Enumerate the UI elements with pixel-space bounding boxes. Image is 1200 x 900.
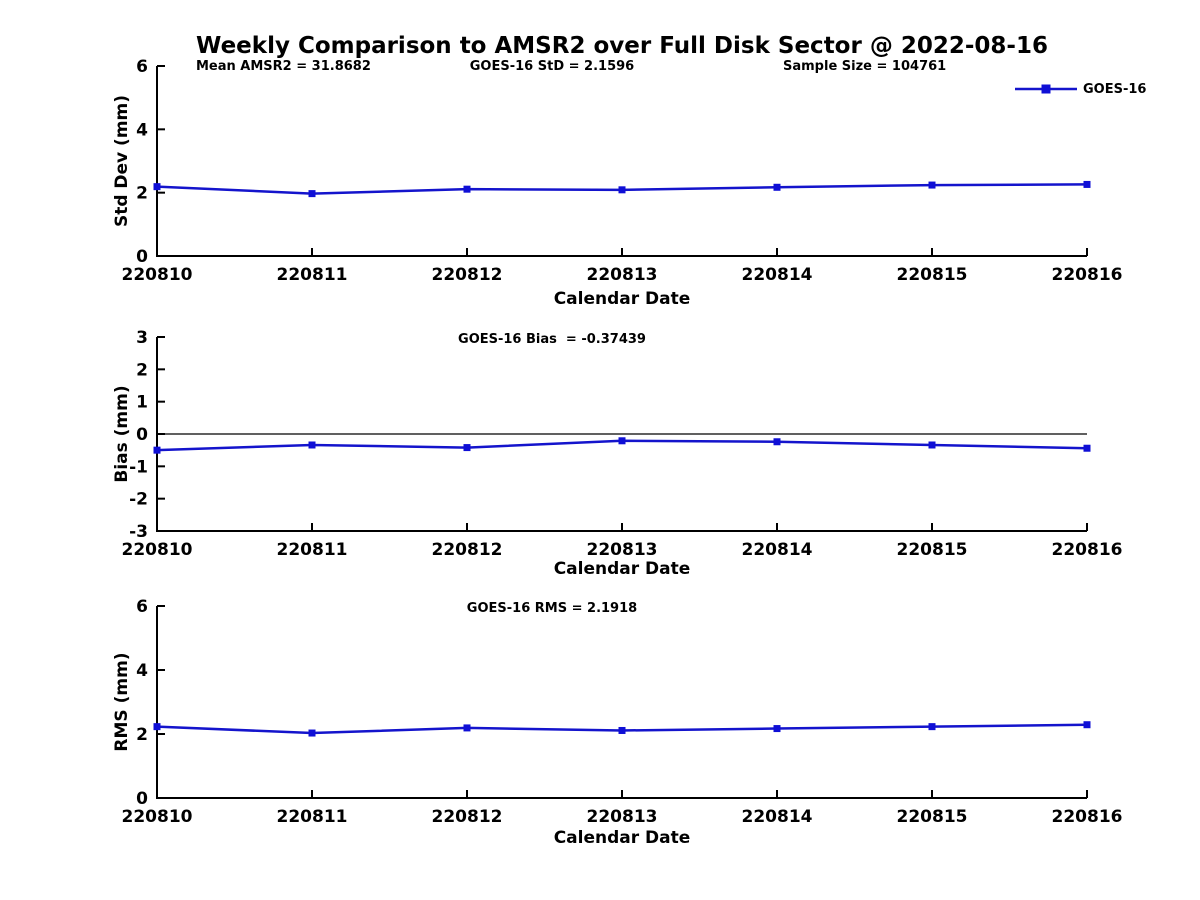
y-tick-label: -3 bbox=[129, 522, 148, 542]
x-tick-label: 220811 bbox=[277, 807, 348, 827]
x-tick-label: 220816 bbox=[1052, 265, 1123, 285]
data-point-marker bbox=[308, 729, 316, 737]
annotation-goes-std: GOES-16 StD = 2.1596 bbox=[469, 59, 635, 74]
data-point-marker bbox=[773, 183, 781, 191]
data-point-marker bbox=[618, 437, 626, 445]
y-tick-label: 0 bbox=[136, 789, 148, 809]
data-point-marker bbox=[1083, 721, 1091, 729]
annotation-sample-size: Sample Size = 104761 bbox=[783, 59, 947, 74]
legend-label: GOES-16 bbox=[1083, 82, 1147, 97]
legend-marker bbox=[1041, 84, 1051, 94]
x-tick-label: 220816 bbox=[1052, 807, 1123, 827]
y-axis-label-rms: RMS (mm) bbox=[112, 652, 132, 752]
data-point-marker bbox=[153, 723, 161, 731]
data-point-marker bbox=[618, 186, 626, 194]
data-point-marker bbox=[153, 446, 161, 454]
x-axis-label-bias: Calendar Date bbox=[553, 559, 691, 579]
y-tick-label: 0 bbox=[136, 247, 148, 267]
y-tick-label: 2 bbox=[136, 360, 148, 380]
y-tick-label: 3 bbox=[136, 328, 148, 348]
annotation-goes-rms: GOES-16 RMS = 2.1918 bbox=[466, 601, 638, 616]
y-tick-label: 2 bbox=[136, 184, 148, 204]
x-tick-label: 220815 bbox=[897, 540, 968, 560]
x-tick-label: 220813 bbox=[587, 807, 658, 827]
x-axis-label-stddev: Calendar Date bbox=[553, 289, 691, 309]
y-tick-label: 4 bbox=[136, 120, 148, 140]
chart-title: Weekly Comparison to AMSR2 over Full Dis… bbox=[196, 33, 1048, 59]
x-tick-label: 220814 bbox=[742, 807, 813, 827]
y-axis-label-stddev: Std Dev (mm) bbox=[112, 94, 132, 228]
data-point-marker bbox=[463, 185, 471, 193]
data-point-marker bbox=[308, 441, 316, 449]
y-tick-label: 6 bbox=[136, 57, 148, 77]
data-point-marker bbox=[308, 190, 316, 198]
y-tick-label: 4 bbox=[136, 661, 148, 681]
annotation-mean-amsr2: Mean AMSR2 = 31.8682 bbox=[196, 59, 371, 74]
data-point-marker bbox=[928, 441, 936, 449]
x-tick-label: 220812 bbox=[432, 807, 503, 827]
data-point-marker bbox=[618, 726, 626, 734]
data-point-marker bbox=[463, 724, 471, 732]
data-point-marker bbox=[773, 725, 781, 733]
data-point-marker bbox=[773, 438, 781, 446]
y-tick-label: 0 bbox=[136, 425, 148, 445]
x-tick-label: 220815 bbox=[897, 807, 968, 827]
x-tick-label: 220816 bbox=[1052, 540, 1123, 560]
x-tick-label: 220813 bbox=[587, 540, 658, 560]
x-tick-label: 220814 bbox=[742, 265, 813, 285]
data-point-marker bbox=[928, 181, 936, 189]
y-tick-label: -1 bbox=[129, 457, 148, 477]
x-tick-label: 220814 bbox=[742, 540, 813, 560]
y-tick-label: 2 bbox=[136, 725, 148, 745]
x-axis-label-rms: Calendar Date bbox=[553, 828, 691, 848]
y-tick-label: 1 bbox=[136, 393, 148, 413]
annotation-goes-bias: GOES-16 Bias = -0.37439 bbox=[458, 332, 646, 347]
data-point-marker bbox=[463, 444, 471, 452]
x-tick-label: 220810 bbox=[122, 265, 193, 285]
y-tick-label: 6 bbox=[136, 597, 148, 617]
data-point-marker bbox=[1083, 180, 1091, 188]
data-point-marker bbox=[1083, 444, 1091, 452]
x-tick-label: 220811 bbox=[277, 540, 348, 560]
y-axis-label-bias: Bias (mm) bbox=[112, 385, 132, 483]
x-tick-label: 220812 bbox=[432, 265, 503, 285]
x-tick-label: 220815 bbox=[897, 265, 968, 285]
data-point-marker bbox=[153, 183, 161, 191]
data-point-marker bbox=[928, 723, 936, 731]
x-tick-label: 220810 bbox=[122, 807, 193, 827]
x-tick-label: 220812 bbox=[432, 540, 503, 560]
x-tick-label: 220811 bbox=[277, 265, 348, 285]
x-tick-label: 220813 bbox=[587, 265, 658, 285]
x-tick-label: 220810 bbox=[122, 540, 193, 560]
y-tick-label: -2 bbox=[129, 490, 148, 510]
